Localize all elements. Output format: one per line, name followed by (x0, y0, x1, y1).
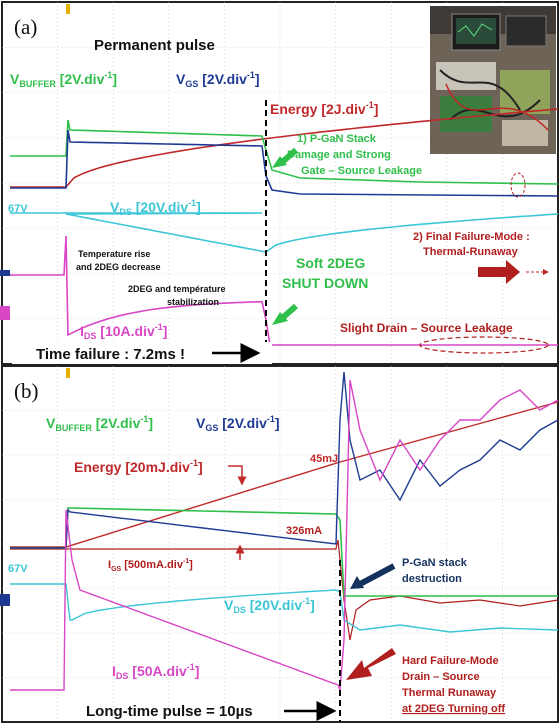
vds-label-a: VDS [20V.div-1] (110, 198, 201, 217)
igs-label-b: IGS [500mA.div-1] (108, 558, 193, 573)
ids-label-b: IDS [50A.div-1] (112, 662, 199, 681)
igs-326ma: 326mA (286, 525, 322, 537)
energy-45mj: 45mJ (310, 453, 338, 465)
panel-b: (b) VBUFFER [2V.div-1] VGS [2V.div-1] En… (0, 365, 559, 723)
annotation-pgan-damage: 1) P-GaN Stack Damage and Strong Gate – … (287, 133, 422, 177)
leakage-ellipse-small (510, 172, 526, 198)
energy-b-arrow (228, 465, 247, 486)
slight-leakage-label: Slight Drain – Source Leakage (340, 321, 513, 335)
trace-vgs-b (10, 371, 559, 549)
energy-label-b: Energy [20mJ.div-1] (74, 458, 203, 475)
annotation-final-failure: 2) Final Failure-Mode : Thermal-Runaway (413, 231, 533, 258)
trigger-marker-a (66, 4, 70, 14)
trace-ids-a (10, 235, 558, 346)
trigger-marker-b (66, 368, 70, 378)
arrow-pgan-destruction (358, 563, 396, 587)
trace-vbuffer-a (10, 119, 559, 185)
trace-energy-a (10, 108, 559, 188)
arrow-head-soft-shutdown (272, 312, 288, 325)
mode-label: Permanent pulse (94, 37, 215, 54)
ch-marker-a (0, 270, 10, 276)
time-failure-box (12, 342, 272, 364)
panel-b-traces (0, 368, 559, 722)
trace-energy-b (10, 401, 559, 548)
arrow-head-pgan-damage (272, 156, 287, 168)
v67-label-b: 67V (8, 563, 28, 575)
energy-label-a: Energy [2J.div-1] (270, 100, 378, 117)
arrow-hard-failure (346, 648, 396, 680)
long-time-pulse-label: Long-time pulse = 10µs (86, 703, 253, 720)
vgs-label-b: VGS [2V.div-1] (196, 414, 280, 433)
ch-marker-ids-a (0, 306, 10, 320)
soft-shutdown-label: Soft 2DEG SHUT DOWN (282, 255, 369, 291)
vgs-label-a: VGS [2V.div-1] (176, 70, 260, 89)
trace-vds-a (10, 212, 559, 253)
trace-igs-b (10, 539, 559, 641)
setup-photo (430, 6, 556, 154)
trace-ids-b (10, 379, 559, 691)
trace-vgs-a (10, 129, 559, 197)
temperature-rise-note: Temperature rise and 2DEG decrease (76, 249, 161, 272)
panel-a-traces (0, 4, 559, 360)
pgan-destruction-label: P-GaN stack destruction (402, 557, 470, 585)
arrow-head-pgan-destruction (350, 576, 364, 589)
ids-label-a: IDS [10A.div-1] (80, 322, 167, 341)
hard-failure-label: Hard Failure-Mode Drain – Source Thermal… (402, 655, 505, 715)
panel-b-tag: (b) (14, 379, 39, 403)
vds-label-b: VDS [20V.div-1] (224, 596, 315, 615)
vbuffer-label-a: VBUFFER [2V.div-1] (10, 70, 117, 89)
panel-b-grid (2, 366, 558, 722)
leakage-ellipse (419, 336, 549, 354)
arrow-final-failure (478, 260, 520, 284)
vbuffer-label-b: VBUFFER [2V.div-1] (46, 414, 153, 433)
v67-label-a: 67V (8, 203, 28, 215)
ch-marker-b (0, 594, 10, 606)
time-failure-label: Time failure : 7.2ms ! (36, 346, 185, 363)
panel-a: (a) Permanent pulse VBUFFER [2V.div-1] V… (0, 1, 559, 365)
stabilization-note: 2DEG and température stabilization (128, 284, 228, 307)
panel-a-tag: (a) (14, 15, 37, 39)
